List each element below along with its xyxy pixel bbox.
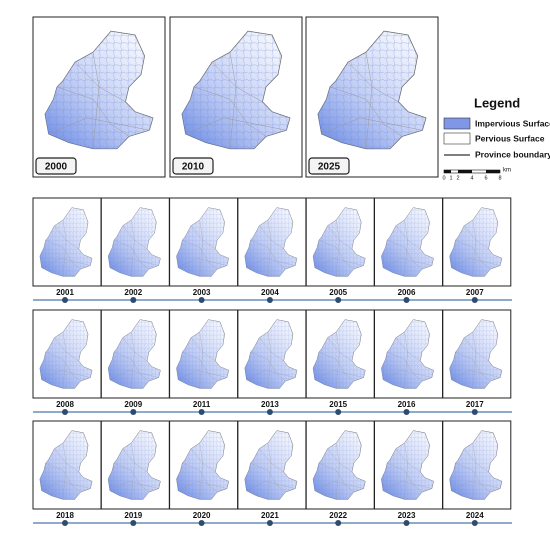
year-label: 2008 xyxy=(56,400,74,409)
timeline-dot xyxy=(62,520,68,526)
timeline-dot xyxy=(130,409,137,415)
scale-label: 8 xyxy=(498,175,501,181)
year-label: 2025 xyxy=(318,162,341,173)
year-label: 2002 xyxy=(124,288,142,297)
timeline-dot xyxy=(335,297,342,303)
timeline-dot xyxy=(403,409,410,415)
year-label: 2007 xyxy=(466,288,484,297)
timeline-dot xyxy=(403,520,410,526)
scale-label: 6 xyxy=(484,175,487,181)
year-label: 2024 xyxy=(466,511,484,520)
scale-seg xyxy=(458,170,472,173)
scale-label: 1 xyxy=(449,175,452,181)
scale-seg xyxy=(444,170,451,173)
year-label: 2001 xyxy=(56,288,74,297)
timeline-dot xyxy=(130,520,137,526)
year-label: 2018 xyxy=(56,511,74,520)
year-label: 2000 xyxy=(45,162,68,173)
year-label: 2003 xyxy=(193,288,211,297)
year-label: 2021 xyxy=(261,511,279,520)
timeline-dot xyxy=(403,297,410,303)
year-label: 2023 xyxy=(398,511,416,520)
timeline-dot xyxy=(266,409,273,415)
timeline-dot xyxy=(266,520,273,526)
year-label: 2016 xyxy=(398,400,416,409)
timeline-dot xyxy=(198,297,205,303)
scale-label: 2 xyxy=(456,175,459,181)
legend-swatch xyxy=(443,117,471,130)
year-box xyxy=(172,157,214,175)
year-label: 2019 xyxy=(124,511,142,520)
timeline-dot xyxy=(130,297,137,303)
year-label: 2022 xyxy=(329,511,347,520)
year-label: 2005 xyxy=(329,288,347,297)
legend-title: Legend xyxy=(474,95,520,110)
year-label: 2006 xyxy=(398,288,416,297)
legend-label: Province boundary xyxy=(475,149,550,159)
legend-label: Impervious Surface xyxy=(475,118,550,128)
year-label: 2020 xyxy=(193,511,211,520)
year-label: 2011 xyxy=(193,400,211,409)
year-label: 2013 xyxy=(261,400,279,409)
timeline-dot xyxy=(335,409,342,415)
year-label: 2004 xyxy=(261,288,279,297)
year-label: 2015 xyxy=(329,400,347,409)
year-label: 2009 xyxy=(124,400,142,409)
timeline-dot xyxy=(198,409,205,415)
timeline-dot xyxy=(335,520,342,526)
timeline-dot xyxy=(471,409,478,415)
scale-seg xyxy=(486,170,500,173)
legend-label: Pervious Surface xyxy=(475,133,545,143)
scale-unit: km xyxy=(503,168,511,174)
timeline-dot xyxy=(471,297,478,303)
timeline-dot xyxy=(62,409,68,415)
year-label: 2017 xyxy=(466,400,484,409)
legend-swatch xyxy=(443,132,471,145)
year-label: 2010 xyxy=(182,162,205,173)
timeline-dot xyxy=(471,520,478,526)
year-box xyxy=(308,157,350,175)
timeline-dot xyxy=(198,520,205,526)
scale-label: 4 xyxy=(470,175,473,181)
year-box xyxy=(35,157,77,175)
timeline-dot xyxy=(62,297,68,303)
timeline-dot xyxy=(266,297,273,303)
scale-label: 0 xyxy=(442,175,445,181)
